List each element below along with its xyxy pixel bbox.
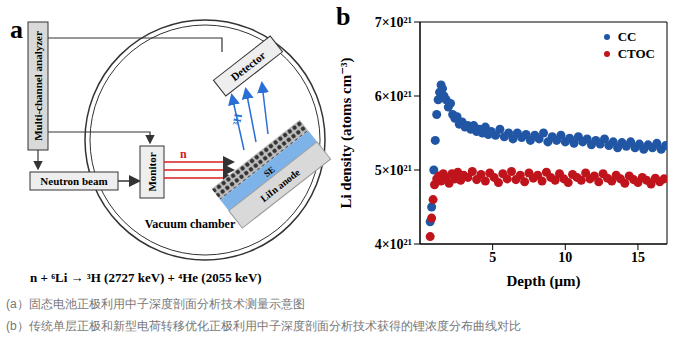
svg-text:Monitor: Monitor bbox=[146, 152, 158, 191]
svg-text:6×10²¹: 6×10²¹ bbox=[375, 89, 412, 104]
svg-text:Depth (μm): Depth (μm) bbox=[507, 273, 581, 290]
svg-text:Detector: Detector bbox=[228, 49, 267, 83]
html-text:CC: CC bbox=[617, 29, 637, 44]
svg-text:4×10²¹: 4×10²¹ bbox=[375, 237, 412, 252]
svg-text:5: 5 bbox=[489, 250, 496, 265]
svg-text:10: 10 bbox=[558, 250, 572, 265]
svg-text:LiIn anode: LiIn anode bbox=[258, 166, 302, 204]
html-text:(b）传统单层正极和新型电荷转移优化正极利用中子深度剖面分析: (b）传统单层正极和新型电荷转移优化正极利用中子深度剖面分析技术获得的锂浓度分布… bbox=[6, 319, 521, 333]
html-text:(a）固态电池正极利用中子深度剖面分析技术测量示意图: (a）固态电池正极利用中子深度剖面分析技术测量示意图 bbox=[6, 297, 305, 311]
svg-text:5×10²¹: 5×10²¹ bbox=[375, 163, 412, 178]
svg-text:15: 15 bbox=[631, 250, 645, 265]
html-text:CTOC: CTOC bbox=[617, 46, 655, 61]
svg-text:Neutron beam: Neutron beam bbox=[40, 175, 107, 187]
svg-text:n + ⁶Li → ³H (2727 keV) + ⁴He: n + ⁶Li → ³H (2727 keV) + ⁴He (2055 keV) bbox=[30, 270, 262, 285]
svg-text:SE: SE bbox=[262, 164, 277, 179]
svg-text:a: a bbox=[10, 15, 23, 44]
svg-text:Vacuum chamber: Vacuum chamber bbox=[145, 217, 236, 231]
svg-text:7×10²¹: 7×10²¹ bbox=[375, 15, 412, 30]
svg-text:n: n bbox=[180, 147, 187, 161]
html-text:b: b bbox=[336, 2, 351, 31]
svg-text:Li density (atoms cm⁻³): Li density (atoms cm⁻³) bbox=[338, 57, 355, 208]
svg-text:Multi-channel analyzer: Multi-channel analyzer bbox=[32, 31, 44, 141]
svg-text:³H: ³H bbox=[230, 112, 244, 126]
